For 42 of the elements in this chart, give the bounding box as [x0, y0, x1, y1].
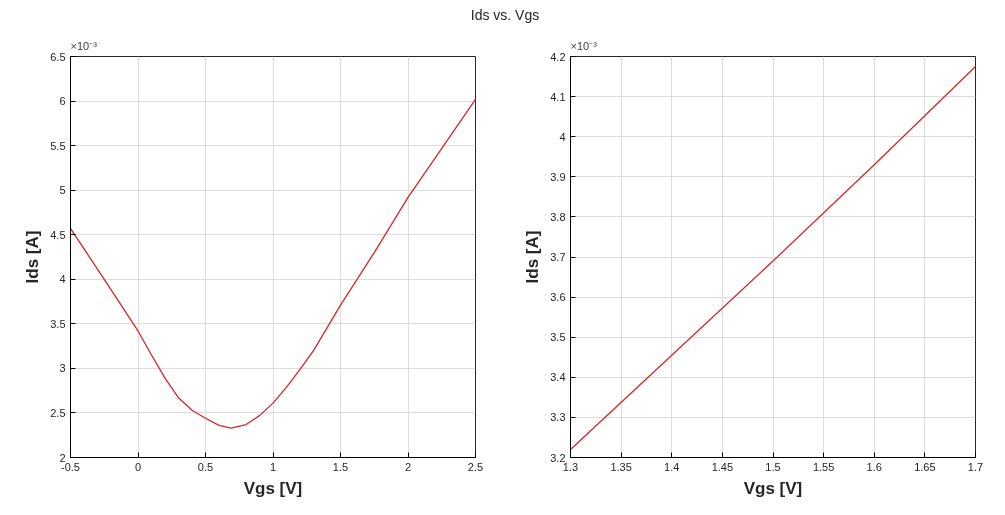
x-tick-label: 1.5 [332, 460, 349, 473]
x-tick-label: 1.65 [914, 460, 936, 473]
y-tick-label: 4.1 [550, 90, 566, 103]
x-axis-title: Vgs [V] [743, 478, 803, 498]
line-series [570, 65, 976, 451]
y-tick-label: 3.4 [550, 371, 566, 384]
y-tick-label: 5 [59, 184, 66, 197]
y-tick-label: 2.5 [50, 406, 66, 419]
text: ×10⁻³ [570, 39, 598, 52]
x-tick-label: 1.35 [610, 460, 632, 473]
y-tick-label: 6 [59, 95, 66, 108]
x-tick-label: 1.55 [812, 460, 835, 473]
y-tick-label: 3.9 [550, 170, 566, 183]
y-tick-label: 3.5 [50, 317, 66, 330]
y-tick-label: 5.5 [50, 139, 66, 152]
x-tick-label: 1.7 [967, 460, 984, 473]
x-tick-label: 1.4 [664, 460, 680, 473]
y-tick-label: 3.5 [550, 331, 566, 344]
x-tick-label: 1.6 [866, 460, 882, 473]
x-tick-label: 2 [404, 460, 412, 473]
text: ×10⁻³ [70, 39, 98, 52]
y-tick-label: 3.8 [550, 210, 566, 223]
y-tick-label: 6.5 [50, 50, 66, 63]
y-tick-label: 4.2 [550, 50, 566, 63]
y-tick-label: 4.5 [50, 228, 66, 241]
line-series [70, 98, 476, 429]
y-tick-label: 3.7 [550, 251, 566, 263]
text: Ids vs. Vgs [470, 6, 540, 25]
x-tick-label: 0 [134, 460, 142, 473]
x-tick-label: 2.5 [467, 460, 484, 473]
y-tick-label: 3 [59, 362, 66, 375]
y-axis-title: Ids [A] [523, 230, 543, 284]
x-axis-title: Vgs [V] [243, 478, 303, 498]
y-tick-label: 4 [559, 130, 566, 143]
x-tick-label: 1.45 [711, 460, 734, 473]
y-axis-title: Ids [A] [23, 230, 43, 284]
x-tick-label: 1.5 [765, 460, 781, 473]
x-tick-label: 1 [269, 460, 277, 473]
y-tick-label: 4 [59, 273, 66, 286]
x-tick-label: 0.5 [197, 460, 214, 473]
y-tick-label: 3.3 [550, 411, 566, 424]
y-tick-label: 3.6 [550, 291, 566, 304]
